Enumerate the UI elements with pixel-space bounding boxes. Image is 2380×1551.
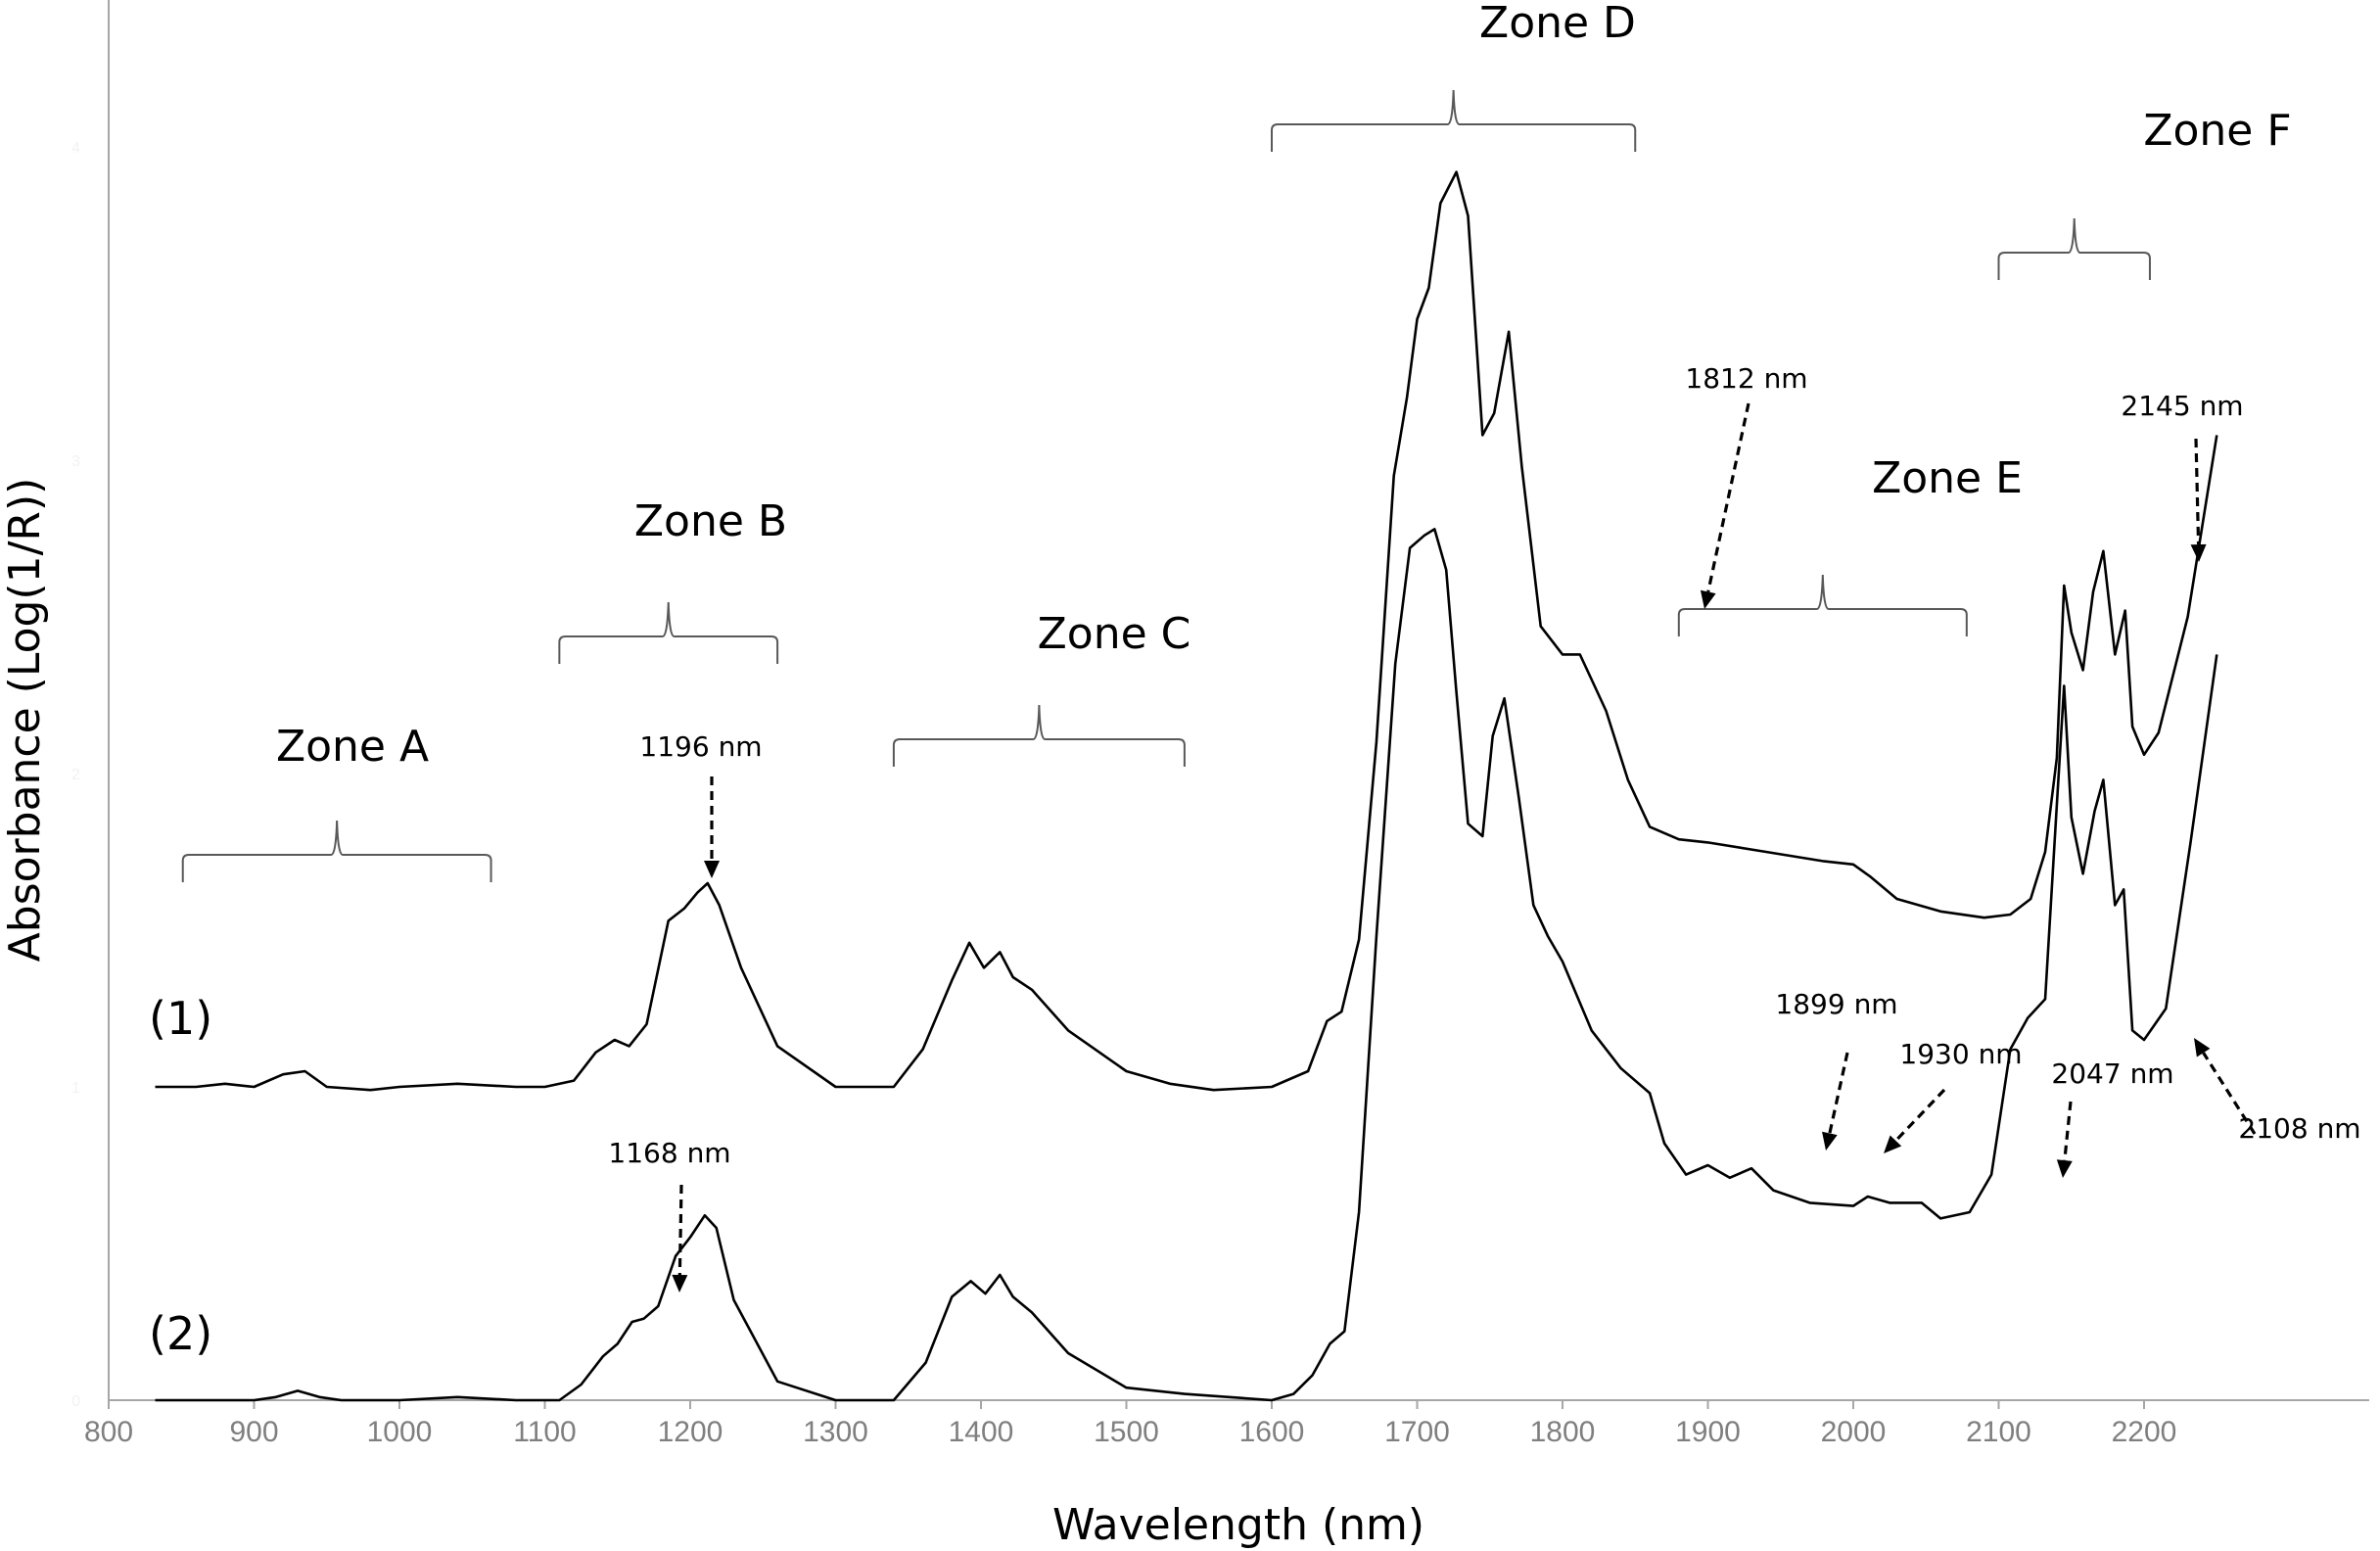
peak-2047-label: 2047 nm	[2051, 1058, 2173, 1090]
peak-arrowhead	[672, 1274, 688, 1292]
y-tick-label: 1	[71, 1080, 80, 1097]
peak-arrowhead	[1884, 1135, 1902, 1153]
zone-a-label: Zone A	[276, 722, 429, 772]
x-tick-label: 1000	[367, 1416, 433, 1448]
y-tick-label: 0	[71, 1393, 80, 1410]
zone-bracket	[1677, 574, 1968, 636]
peak-arrowhead	[1822, 1131, 1838, 1151]
series-1-tag: (1)	[149, 992, 212, 1045]
y-axis-title: Absorbance (Log(1/R))	[0, 478, 50, 963]
y-tick-label: 4	[71, 140, 80, 157]
zone-c-label: Zone C	[1038, 609, 1191, 659]
series-line-2	[155, 528, 2218, 1402]
x-tick-label: 1900	[1675, 1416, 1741, 1448]
axis-ticks: 800 900 1000 1100 1200 1300 1400 1500 1600 1700 18…	[71, 140, 2176, 1448]
y-tick-label: 2	[71, 767, 80, 783]
y-tick-label: 3	[71, 453, 80, 470]
zone-bracket	[181, 820, 492, 882]
peak-arrowhead	[2190, 543, 2207, 562]
x-tick-label: 2200	[2112, 1416, 2177, 1448]
x-tick-label: 1700	[1384, 1416, 1450, 1448]
x-tick-label: 2000	[1821, 1416, 1887, 1448]
peak-arrowhead	[2056, 1159, 2073, 1178]
zone-bracket	[892, 704, 1186, 767]
peak-arrowhead	[1700, 589, 1716, 609]
x-tick-label: 1600	[1239, 1416, 1305, 1448]
peak-arrows	[672, 402, 2257, 1292]
peak-1930-label: 1930 nm	[1899, 1038, 2022, 1070]
series-2-tag: (2)	[149, 1307, 212, 1360]
peak-arrow-line	[2202, 1052, 2257, 1135]
zone-bracket	[1271, 89, 1637, 152]
x-tick-label: 1200	[658, 1416, 723, 1448]
peak-arrow-line	[2063, 1101, 2073, 1161]
zone-bracket	[558, 601, 779, 664]
zone-b-label: Zone B	[634, 496, 787, 546]
peak-arrowhead	[704, 861, 720, 878]
zone-f-label: Zone F	[2143, 106, 2291, 156]
peak-arrow-line	[2194, 438, 2201, 545]
peak-2108-label: 2108 nm	[2238, 1112, 2360, 1145]
zone-brackets	[181, 89, 2151, 882]
peak-2145-label: 2145 nm	[2121, 390, 2243, 422]
peak-arrow-line	[1894, 1088, 1946, 1143]
x-tick-label: 900	[229, 1416, 278, 1448]
x-tick-label: 1800	[1530, 1416, 1596, 1448]
peak-arrow-line	[677, 1184, 683, 1276]
x-axis-title: Wavelength (nm)	[1052, 1500, 1424, 1550]
x-tick-label: 1300	[803, 1416, 868, 1448]
zone-e-label: Zone E	[1872, 453, 2023, 503]
x-tick-label: 1500	[1094, 1416, 1159, 1448]
peak-arrow-line	[1828, 1052, 1849, 1134]
x-tick-label: 2100	[1966, 1416, 2031, 1448]
zone-bracket	[1997, 217, 2151, 280]
series-line-1	[155, 170, 2218, 1092]
x-tick-label: 1100	[513, 1416, 577, 1448]
spectra-series	[155, 170, 2218, 1402]
zone-d-label: Zone D	[1479, 0, 1636, 48]
peak-1168-label: 1168 nm	[608, 1137, 730, 1169]
peak-1196-label: 1196 nm	[639, 730, 762, 763]
peak-arrowhead	[2194, 1038, 2211, 1058]
x-tick-label: 800	[84, 1416, 133, 1448]
x-tick-label: 1400	[949, 1416, 1014, 1448]
peak-1899-label: 1899 nm	[1775, 988, 1897, 1020]
peak-1812-label: 1812 nm	[1685, 362, 1807, 395]
peak-arrow-line	[1706, 402, 1750, 592]
